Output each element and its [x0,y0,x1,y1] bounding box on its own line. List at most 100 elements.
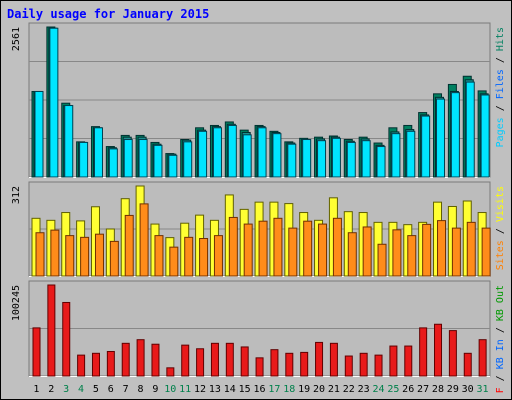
legend-entry: KB Out [495,285,506,321]
x-tick-label: 5 [93,384,99,395]
legend-entry: Visits [495,186,506,222]
x-tick-label: 20 [313,384,325,395]
x-tick-label: 11 [179,384,191,395]
sites-bar [243,223,253,277]
x-tick-label: 16 [253,384,265,395]
x-tick-label: 25 [387,384,399,395]
x-tick-label: 14 [224,384,236,395]
legend-entry: KB F [495,387,506,400]
kb-bar [315,341,324,377]
pages-bar [257,127,267,178]
x-tick-label: 21 [328,384,340,395]
sites-bar [65,235,75,277]
sites-bar [347,232,357,277]
sites-bar [466,221,476,277]
sites-bar [169,246,179,277]
x-tick-label: 31 [477,384,489,395]
kb-bar [255,357,264,377]
pages-bar [406,130,416,178]
pages-bar [183,141,193,178]
kb-bar [181,344,190,377]
sites-bar [392,229,402,277]
sites-bar [139,203,149,277]
kb-bar [240,346,249,377]
x-tick-label: 29 [447,384,459,395]
pages-bar [450,92,460,178]
x-tick-label: 24 [372,384,384,395]
y-max-label: 2561 [11,27,22,51]
kb-bar [32,327,41,377]
legend-entry: / [495,222,506,240]
pages-bar [361,140,371,178]
x-tick-label: 23 [358,384,370,395]
sites-bar [437,220,447,277]
sites-bar [288,227,298,277]
pages-bar [272,133,282,178]
pages-bar [227,124,237,178]
legend-entry: Sites [495,240,506,270]
pages-bar [79,141,89,178]
sites-bar [35,232,45,277]
pages-bar [212,127,222,178]
pages-bar [138,139,148,178]
sites-bar [109,240,119,277]
legend-3: KB F / KB In / KB Out [495,285,506,400]
legend-entry: Files [495,69,506,99]
kb-bar [106,350,115,377]
kb-bar [91,352,100,377]
x-tick-label: 3 [63,384,69,395]
pages-bar [391,133,401,178]
x-tick-label: 2 [48,384,54,395]
x-tick-label: 1 [33,384,39,395]
sites-bar [258,220,268,277]
legend-entry: / [495,99,506,117]
x-tick-label: 12 [194,384,206,395]
kb-bar [225,342,234,377]
kb-bar [196,348,205,377]
kb-bar [285,352,294,377]
kb-bar [478,339,487,377]
sites-bar [407,235,417,277]
kb-bar [374,354,383,377]
pages-bar [93,127,103,178]
x-tick-label: 17 [268,384,280,395]
pages-bar [242,134,252,178]
legend-1: Pages / Files / Hits [495,27,506,147]
legend-entry: KB In [495,339,506,369]
sites-bar [154,235,164,277]
pages-bar [34,90,44,178]
y-max-label: 100245 [11,285,22,321]
legend-entry: Pages [495,117,506,147]
sites-bar [228,216,238,277]
sites-bar [273,217,283,277]
kb-bar [434,323,443,377]
legend-entry: / [495,321,506,339]
kb-bar [300,351,309,377]
kb-bar [463,352,472,377]
kb-bar [344,355,353,377]
sites-bar [80,236,90,277]
sites-bar [481,227,491,277]
x-tick-label: 18 [283,384,295,395]
pages-bar [198,130,208,178]
pages-bar [465,81,475,178]
x-tick-label: 26 [402,384,414,395]
x-tick-label: 15 [239,384,251,395]
pages-bar [168,154,178,178]
kb-bar [151,343,160,377]
pages-bar [421,115,431,178]
x-tick-label: 7 [123,384,129,395]
kb-bar [136,339,145,377]
kb-bar [47,284,56,377]
kb-bar [359,352,368,377]
pages-bar [64,105,74,178]
kb-bar [329,342,338,377]
x-tick-label: 8 [138,384,144,395]
pages-bar [436,98,446,178]
pages-bar [287,143,297,178]
kb-bar [448,330,457,377]
kb-bar [121,342,130,377]
sites-bar [332,217,342,277]
x-tick-label: 30 [462,384,474,395]
x-tick-label: 10 [164,384,176,395]
